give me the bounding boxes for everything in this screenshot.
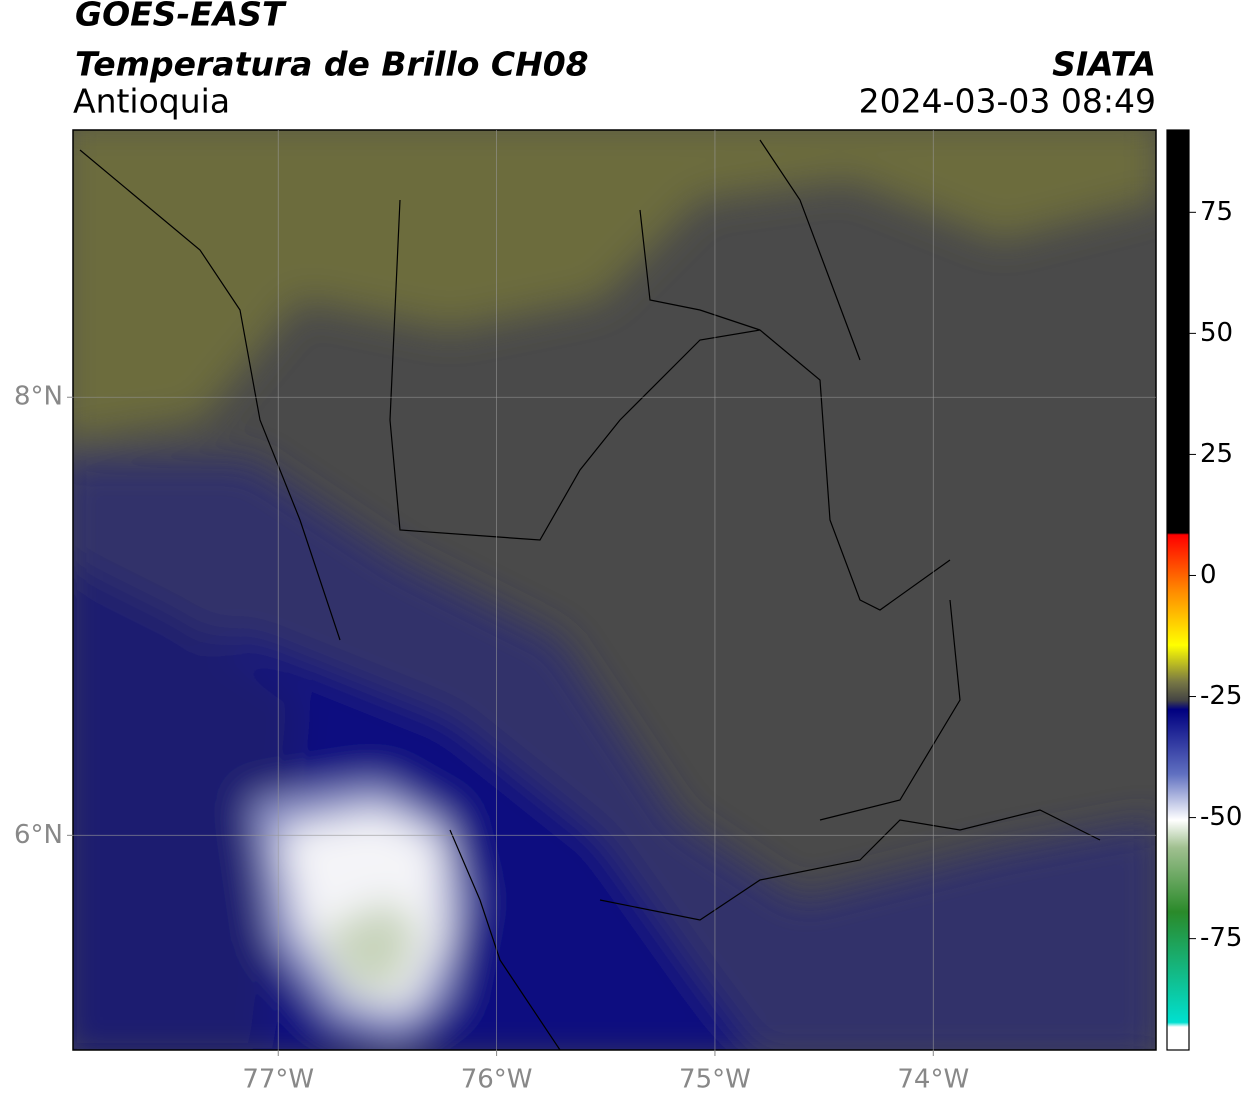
y-tick-label: 6°N [14,820,63,850]
x-tick-label: 74°W [897,1065,969,1095]
colorbar-tick-label: -50 [1200,802,1242,832]
colorbar-tick-label: 50 [1200,318,1233,348]
datetime: 2024-03-03 08:49 [859,82,1156,121]
colorbar-tick-label: -25 [1200,681,1242,711]
region: Antioquia [73,82,230,121]
colorbar-tick-label: 25 [1200,439,1233,469]
colorbar-tick-label: 75 [1200,197,1233,227]
x-tick-label: 77°W [242,1065,314,1095]
y-tick-label: 8°N [14,382,63,412]
map-frame [72,129,1157,1051]
map-image [73,130,1156,1050]
subtitle: Temperatura de Brillo CH08 [75,45,589,84]
source: SIATA [1052,45,1156,84]
colorbar [1166,129,1190,1051]
x-tick-label: 76°W [461,1065,533,1095]
title: GOES-EAST [75,0,287,34]
colorbar-tick-label: -75 [1200,923,1242,953]
x-tick-label: 75°W [679,1065,751,1095]
colorbar-tick-label: 0 [1200,560,1217,590]
